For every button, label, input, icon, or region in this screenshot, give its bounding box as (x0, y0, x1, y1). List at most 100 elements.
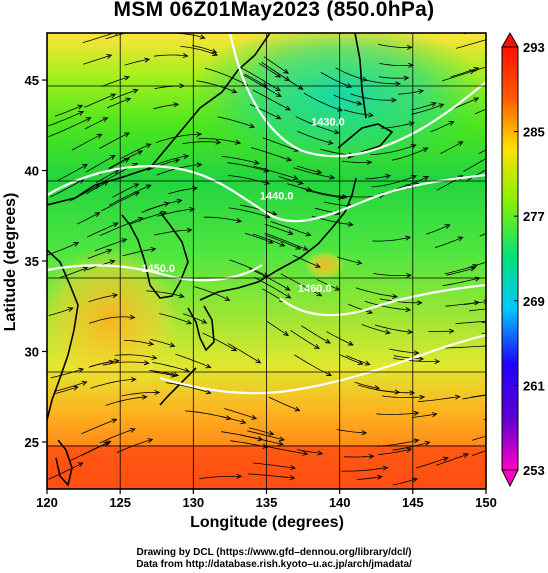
streamline (290, 330, 320, 349)
streamline-arrow (406, 272, 412, 279)
streamline (88, 316, 135, 324)
x-tick-label: 120 (36, 495, 58, 510)
streamline (250, 147, 292, 161)
streamline (455, 39, 486, 49)
streamline (147, 159, 180, 171)
streamline-arrow (145, 184, 152, 190)
streamline-arrow (292, 175, 299, 181)
coastline-japan-honshu (199, 177, 357, 301)
streamline-arrow (121, 238, 128, 244)
streamline-arrow (283, 330, 289, 336)
streamline-arrow (495, 431, 500, 435)
streamline (185, 410, 231, 420)
streamline-arrow (285, 293, 292, 299)
streamline (165, 382, 211, 394)
contour-line-1470 (159, 333, 486, 395)
streamline-arrow (240, 419, 247, 425)
colorbar-top-arrow (501, 31, 519, 48)
streamline (297, 449, 323, 454)
streamline-arrow (262, 443, 269, 449)
streamline (50, 368, 84, 379)
streamline-arrow (408, 121, 415, 127)
streamline (252, 233, 285, 247)
streamline-arrow (367, 309, 374, 315)
streamline-arrow (413, 350, 420, 356)
contour-line-1460 (279, 283, 486, 317)
streamline-arrow (403, 75, 410, 81)
streamline-arrow (82, 266, 89, 272)
streamline-arrow (145, 143, 152, 149)
streamline-arrow (284, 105, 291, 111)
streamline (300, 325, 331, 344)
streamline (378, 76, 409, 79)
streamline-arrow (141, 27, 146, 31)
streamline (48, 462, 83, 480)
contour-line-1450 (47, 264, 263, 282)
streamline-arrow (106, 54, 113, 59)
streamline-arrow (251, 414, 258, 420)
streamline-arrow (394, 389, 401, 395)
streamline-arrow (419, 394, 426, 400)
colorbar-tick-label: 285 (523, 125, 545, 140)
coastline-sakhalin (354, 33, 367, 119)
streamline (379, 63, 413, 66)
x-tick-label: 130 (182, 495, 204, 510)
credit-drawing: Drawing by DCL (https://www.gfd–dennou.o… (136, 547, 412, 558)
streamline (350, 93, 397, 101)
streamline-arrow (486, 344, 491, 348)
streamline-arrow (289, 475, 296, 481)
streamline-arrow (112, 222, 119, 228)
streamline (436, 453, 469, 466)
streamline (221, 431, 263, 441)
streamline (48, 307, 73, 316)
streamline (262, 137, 299, 152)
streamline-arrow (255, 358, 262, 364)
streamline (48, 117, 91, 138)
streamline-arrow (112, 292, 119, 299)
streamline (393, 357, 440, 362)
streamline (89, 360, 119, 367)
streamline (253, 462, 295, 469)
streamline (278, 176, 304, 184)
streamline (123, 340, 154, 345)
streamline (156, 208, 195, 217)
streamline (47, 242, 79, 256)
streamline (150, 339, 175, 347)
streamline-arrow (176, 198, 183, 204)
streamline (374, 324, 413, 333)
streamline-arrow (109, 259, 116, 265)
streamline (265, 445, 308, 455)
streamline-arrow (196, 162, 203, 168)
streamline (466, 169, 486, 182)
streamline (120, 143, 151, 160)
streamline-arrow (102, 117, 109, 122)
height-contours (47, 33, 486, 395)
streamline (248, 473, 295, 479)
streamline (417, 396, 460, 402)
x-tick-label: 140 (329, 495, 351, 510)
streamline (228, 175, 270, 185)
streamline (84, 93, 116, 108)
streamline (336, 429, 367, 434)
streamline (295, 116, 339, 134)
streamline (114, 354, 157, 359)
streamline-arrow (417, 300, 423, 306)
streamline (348, 303, 373, 314)
streamline-arrow (124, 132, 131, 138)
y-tick-label: 40 (25, 164, 39, 179)
y-tick-label: 35 (25, 254, 39, 269)
streamline-arrow (150, 246, 157, 253)
streamline-arrow (287, 230, 294, 235)
streamline-arrow (106, 248, 113, 254)
streamline (99, 217, 143, 236)
contour-label: 1450.0 (141, 263, 175, 275)
streamline (203, 216, 242, 222)
colorbar-scale (501, 46, 519, 471)
graticule (47, 33, 486, 489)
streamline (296, 165, 322, 174)
streamline (227, 162, 269, 172)
streamline (99, 132, 130, 149)
streamline-arrow (283, 68, 289, 74)
streamline-arrow (147, 438, 154, 444)
streamline (258, 62, 281, 78)
